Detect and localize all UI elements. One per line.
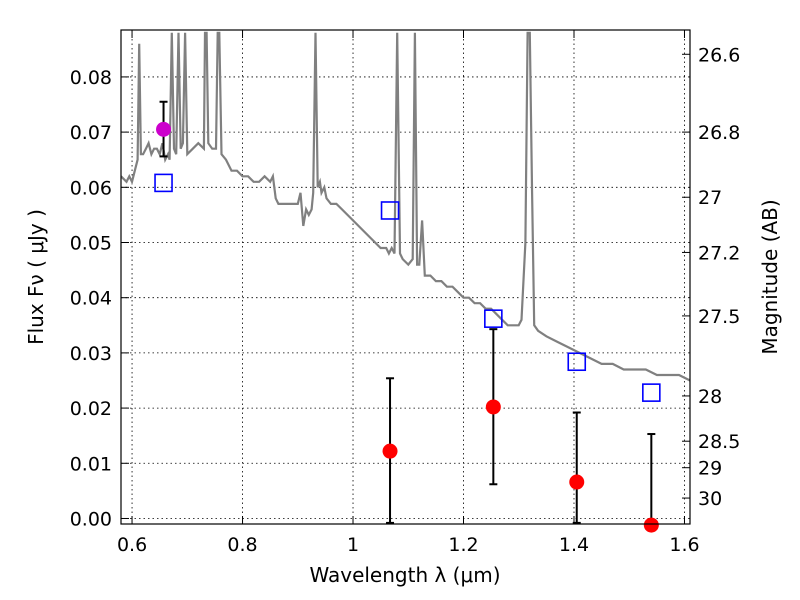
magnitude-tick-label: 28	[698, 386, 722, 408]
plot-frame	[120, 29, 691, 525]
y-tick-label: 0.08	[70, 67, 112, 89]
x-tick-label: 0.8	[227, 534, 257, 556]
model-photometry-square	[642, 383, 661, 402]
y-tick-label: 0.03	[70, 343, 112, 365]
x-tick-label: 1.2	[448, 534, 478, 556]
magnitude-tick-label: 26.6	[698, 44, 740, 66]
model-photometry-square	[567, 352, 587, 372]
magnitude-tick-label: 28.5	[698, 431, 740, 453]
magnitude-tick-label: 27	[698, 187, 722, 209]
data-markers	[154, 121, 661, 533]
model-photometry-square	[484, 309, 503, 328]
model-photometry-square	[154, 173, 173, 193]
observed-point-red	[643, 517, 659, 533]
x-tick-label: 1.6	[669, 534, 699, 556]
y-tick-label: 0.02	[70, 398, 112, 420]
x-tick-label: 0.6	[117, 534, 147, 556]
magnitude-tick-label: 30	[698, 488, 722, 510]
plot-background	[121, 30, 690, 524]
magnitude-tick-label: 27.2	[698, 242, 740, 264]
y-tick-label: 0.05	[70, 233, 112, 255]
model-spectrum-line	[121, 31, 690, 382]
y-tick-label: 0.04	[70, 288, 112, 310]
right-axis-label: Magnitude (AB)	[758, 199, 782, 354]
observed-point-red	[485, 399, 501, 415]
y-tick-label: 0.06	[70, 177, 112, 199]
model-photometry-square	[380, 201, 400, 220]
grid-lines	[121, 30, 690, 524]
observed-point-red	[569, 474, 585, 490]
magnitude-tick-label: 29	[698, 458, 722, 480]
x-axis-label: Wavelength λ (μm)	[309, 563, 500, 587]
y-tick-label: 0.07	[70, 122, 112, 144]
x-tick-label: 1.4	[559, 534, 589, 556]
observed-point-red	[382, 443, 398, 459]
y-axis-label: Flux Fν ( μJy )	[24, 209, 48, 345]
magnitude-tick-label: 27.5	[698, 306, 740, 328]
axis-ticks: 0.6 0.8 1 1.2 1.4 1.6 0.00 0.01 0.02 0.03 0.04 0.05…	[70, 30, 740, 556]
magnitude-tick-label: 26.8	[698, 122, 740, 144]
y-tick-label: 0.01	[70, 453, 112, 475]
x-tick-label: 1	[347, 534, 359, 556]
y-tick-label: 0.00	[70, 508, 112, 530]
observed-point-magenta	[156, 121, 172, 137]
